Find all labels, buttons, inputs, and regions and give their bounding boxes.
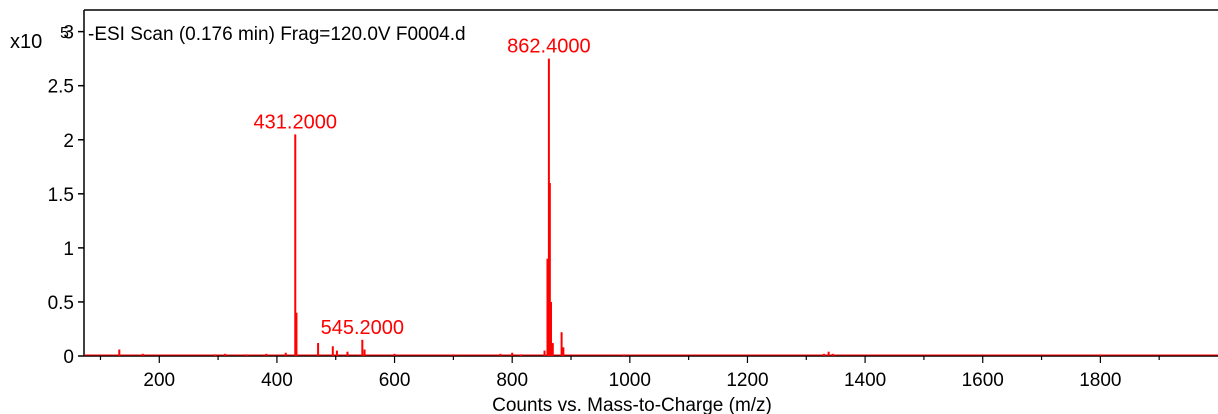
x-tick-label: 600: [379, 370, 411, 391]
x-tick-label: 800: [496, 370, 528, 391]
y-tick-label: 1: [63, 239, 74, 260]
y-tick-label: 2: [63, 131, 74, 152]
x-axis-label: Counts vs. Mass-to-Charge (m/z): [492, 395, 772, 414]
peak-label: 545.2000: [321, 317, 404, 339]
y-tick-label: 0: [63, 347, 74, 368]
y-multiplier-base: x10: [10, 31, 42, 53]
x-tick-label: 1400: [844, 370, 886, 391]
annotations-group: 431.2000 545.2000 862.4000: [254, 36, 591, 339]
y-tick-label: 2.5: [48, 77, 74, 98]
x-tick-label: 1000: [609, 370, 651, 391]
y-tick-label: 0.5: [48, 293, 74, 314]
x-tick-label: 400: [261, 370, 293, 391]
peak-label: 431.2000: [254, 111, 337, 133]
x-tick-label: 200: [143, 370, 175, 391]
x-tick-label: 1800: [1079, 370, 1121, 391]
y-ticks-group: 0 0.5 1 1.5 2 2.5 3: [48, 23, 84, 368]
y-tick-label: 3: [63, 23, 74, 44]
peaks-group: [84, 58, 1218, 356]
peak-label: 862.4000: [507, 36, 590, 58]
x-ticks-group: 200 400 600 800 1000 1200 1400 1600 1800: [99, 356, 1160, 391]
x-tick-label: 1600: [962, 370, 1004, 391]
y-multiplier-exponent: 5: [60, 25, 69, 42]
y-tick-label: 1.5: [48, 185, 74, 206]
x-tick-label: 1200: [726, 370, 768, 391]
chart-title: -ESI Scan (0.176 min) Frag=120.0V F0004.…: [88, 24, 466, 45]
